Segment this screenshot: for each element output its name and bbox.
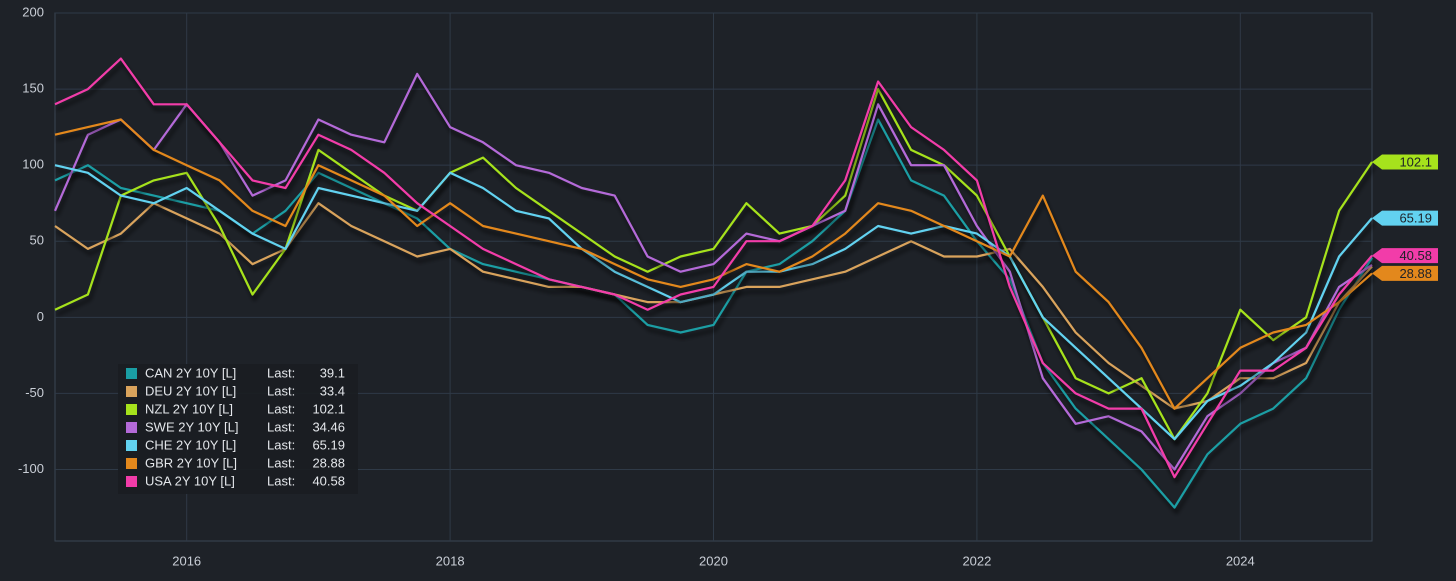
series-line: [54, 164, 1373, 441]
end-flag-label: 40.58: [1399, 248, 1432, 263]
y-tick-label: -100: [18, 461, 44, 476]
legend-label: CHE 2Y 10Y [L]: [145, 437, 236, 452]
end-flag: [1372, 265, 1438, 281]
end-flag-label: 102.1: [1399, 154, 1432, 169]
series-line: [54, 88, 1373, 441]
end-flag: [1372, 154, 1438, 170]
x-tick-label: 2020: [699, 553, 728, 568]
legend-last-value: 65.19: [312, 437, 345, 452]
y-tick-label: -50: [25, 385, 44, 400]
legend-last-label: Last:: [267, 365, 295, 380]
legend: CAN 2Y 10Y [L] Last: 39.1 DEU 2Y 10Y [L] Las…: [118, 364, 358, 494]
x-tick-label: 2024: [1226, 553, 1255, 568]
y-tick-label: 50: [30, 233, 44, 248]
legend-swatch: [126, 458, 137, 469]
legend-last-label: Last:: [267, 437, 295, 452]
legend-label: DEU 2Y 10Y [L]: [145, 383, 236, 398]
series-line: [54, 118, 1373, 410]
legend-last-label: Last:: [267, 473, 295, 488]
legend-label: GBR 2Y 10Y [L]: [145, 455, 237, 470]
series-line: [54, 57, 1373, 479]
legend-box: [118, 364, 358, 494]
legend-last-value: 102.1: [312, 401, 345, 416]
legend-last-value: 28.88: [312, 455, 345, 470]
end-flag-label: 65.19: [1399, 211, 1432, 226]
legend-swatch: [126, 368, 137, 379]
legend-label: USA 2Y 10Y [L]: [145, 473, 235, 488]
legend-last-value: 34.46: [312, 419, 345, 434]
y-tick-label: 100: [22, 157, 44, 172]
legend-label: SWE 2Y 10Y [L]: [145, 419, 238, 434]
end-flag: [1372, 248, 1438, 264]
y-tick-label: 0: [37, 309, 44, 324]
x-tick-label: 2022: [962, 553, 991, 568]
x-tick-label: 2016: [172, 553, 201, 568]
end-flag: [1372, 210, 1438, 226]
legend-swatch: [126, 404, 137, 415]
y-tick-label: 200: [22, 4, 44, 19]
legend-label: CAN 2Y 10Y [L]: [145, 365, 236, 380]
legend-last-value: 40.58: [312, 473, 345, 488]
end-flag-label: 28.88: [1399, 266, 1432, 281]
legend-last-label: Last:: [267, 383, 295, 398]
y-tick-label: 150: [22, 81, 44, 96]
series-line: [54, 118, 1373, 509]
legend-last-value: 33.4: [320, 383, 345, 398]
legend-swatch: [126, 440, 137, 451]
legend-last-label: Last:: [267, 455, 295, 470]
x-tick-label: 2018: [436, 553, 465, 568]
legend-swatch: [126, 386, 137, 397]
legend-last-value: 39.1: [320, 365, 345, 380]
legend-label: NZL 2Y 10Y [L]: [145, 401, 233, 416]
legend-last-label: Last:: [267, 401, 295, 416]
legend-last-label: Last:: [267, 419, 295, 434]
legend-swatch: [126, 476, 137, 487]
legend-swatch: [126, 422, 137, 433]
